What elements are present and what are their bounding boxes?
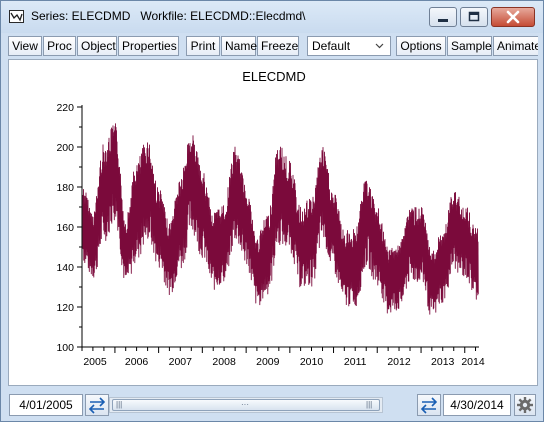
y-tick-label: 220	[56, 102, 74, 114]
center-grip-icon: ···	[241, 400, 249, 409]
x-tick-label: 2012	[387, 356, 411, 368]
options-button[interactable]: Options	[396, 36, 446, 56]
properties-button[interactable]: Properties	[118, 36, 179, 56]
slider-thumb[interactable]: ||| ··· |||	[112, 399, 380, 411]
swap-arrows-icon	[420, 397, 438, 414]
y-tick-label: 140	[56, 262, 74, 274]
y-tick-label: 160	[56, 222, 74, 234]
close-button[interactable]	[491, 7, 535, 27]
chart-title: ELECDMD	[242, 69, 306, 84]
swap-left-button[interactable]	[85, 394, 109, 416]
x-tick-label: 2008	[212, 356, 236, 368]
x-tick-label: 2014	[461, 356, 485, 368]
x-tick-label: 2009	[256, 356, 280, 368]
sample-start-date[interactable]: 4/01/2005	[9, 394, 83, 416]
title-bar[interactable]: Series: ELECDMD Workfile: ELECDMD::Elecd…	[1, 1, 543, 33]
line-chart: 100 120 140 160 180 200 220 2005 2006 2007 2008 200…	[56, 102, 485, 368]
series-toolbar: View Proc Object Properties Print Name F…	[8, 35, 538, 57]
freeze-button[interactable]: Freeze	[257, 36, 299, 56]
minimize-button[interactable]	[429, 7, 457, 27]
settings-button[interactable]	[514, 394, 536, 416]
swap-right-button[interactable]	[417, 394, 441, 416]
chevron-down-icon	[375, 43, 384, 49]
x-tick-label: 2010	[300, 356, 324, 368]
animate-button[interactable]: Animate	[493, 36, 538, 56]
x-tick-label: 2007	[169, 356, 193, 368]
frequency-select-value: Default	[312, 39, 351, 53]
right-grip-icon[interactable]: |||	[366, 400, 373, 409]
view-button[interactable]: View	[8, 36, 42, 56]
object-button[interactable]: Object	[77, 36, 117, 56]
maximize-button[interactable]	[460, 7, 488, 27]
window-title: Series: ELECDMD Workfile: ELECDMD::Elecd…	[31, 9, 306, 23]
sample-button[interactable]: Sample	[447, 36, 492, 56]
graph-series-icon	[9, 10, 24, 23]
x-tick-label: 2006	[125, 356, 149, 368]
sample-end-date[interactable]: 4/30/2014	[443, 394, 511, 416]
graph-pane: ELECDMD 100 120 140 160 180 200 220 2005 2006 200…	[8, 59, 538, 386]
x-tick-label: 2013	[431, 356, 455, 368]
sample-bar: 4/01/2005 ||| ··· ||| 4/30/2014	[1, 389, 543, 421]
sample-range-slider[interactable]: ||| ··· |||	[109, 397, 383, 413]
gear-icon	[517, 397, 533, 413]
y-tick-label: 120	[56, 302, 74, 314]
y-tick-label: 180	[56, 182, 74, 194]
swap-arrows-icon	[88, 397, 106, 414]
series-line-elecdmd	[82, 123, 479, 315]
x-tick-label: 2005	[83, 356, 107, 368]
name-button[interactable]: Name	[221, 36, 257, 56]
left-grip-icon[interactable]: |||	[116, 400, 123, 409]
x-tick-label: 2011	[344, 356, 367, 368]
y-tick-label: 100	[56, 342, 74, 354]
proc-button[interactable]: Proc	[43, 36, 76, 56]
frequency-select[interactable]: Default	[307, 36, 391, 56]
print-button[interactable]: Print	[186, 36, 220, 56]
y-tick-label: 200	[56, 142, 74, 154]
